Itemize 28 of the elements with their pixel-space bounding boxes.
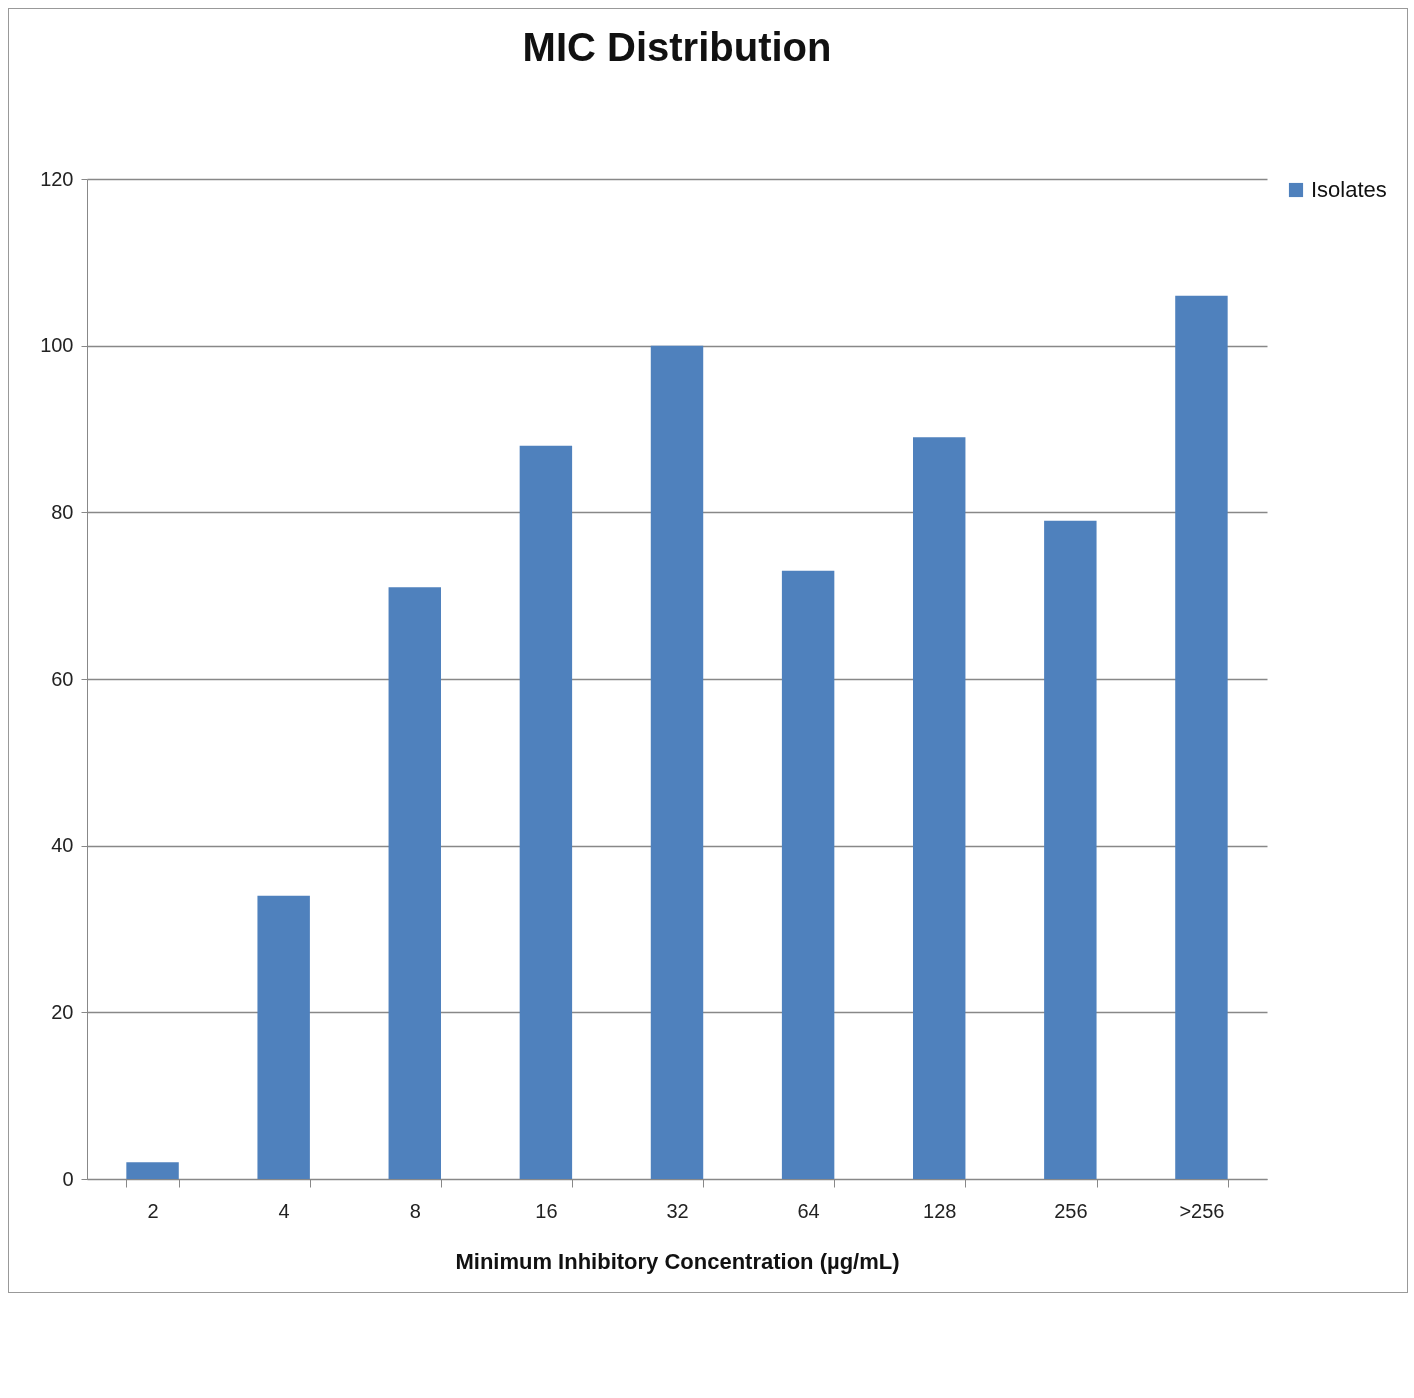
x-tick-label: 64 — [797, 1199, 820, 1222]
bar — [257, 895, 310, 1179]
bar — [781, 570, 835, 1179]
y-tick-label: 20 — [51, 1000, 74, 1023]
x-tick-label: 2 — [147, 1199, 159, 1222]
y-tick-label: 80 — [51, 500, 74, 523]
y-tick-label: 0 — [62, 1167, 74, 1190]
x-tick-label: 16 — [535, 1199, 558, 1222]
chart-title: MIC Distribution — [522, 25, 832, 69]
bar — [1044, 520, 1097, 1179]
bar — [388, 587, 441, 1179]
bar — [519, 445, 573, 1179]
x-tick-label: 8 — [409, 1199, 421, 1222]
bar — [650, 345, 704, 1179]
y-tick-label: 120 — [40, 167, 74, 190]
legend-label: Isolates — [1311, 177, 1387, 202]
y-tick-label: 100 — [40, 334, 74, 357]
x-axis-title: Minimum Inhibitory Concentration (µg/mL) — [455, 1248, 900, 1274]
x-tick-label: 4 — [278, 1199, 290, 1222]
x-tick-label: 32 — [666, 1199, 689, 1222]
y-tick-label: 40 — [51, 834, 74, 857]
bar — [126, 1162, 179, 1179]
y-tick-label: 60 — [51, 667, 74, 690]
x-tick-label: >256 — [1179, 1199, 1225, 1222]
bar — [1175, 295, 1228, 1179]
x-tick-label: 128 — [923, 1199, 957, 1222]
bar — [913, 437, 966, 1179]
x-tick-label: 256 — [1054, 1199, 1088, 1222]
